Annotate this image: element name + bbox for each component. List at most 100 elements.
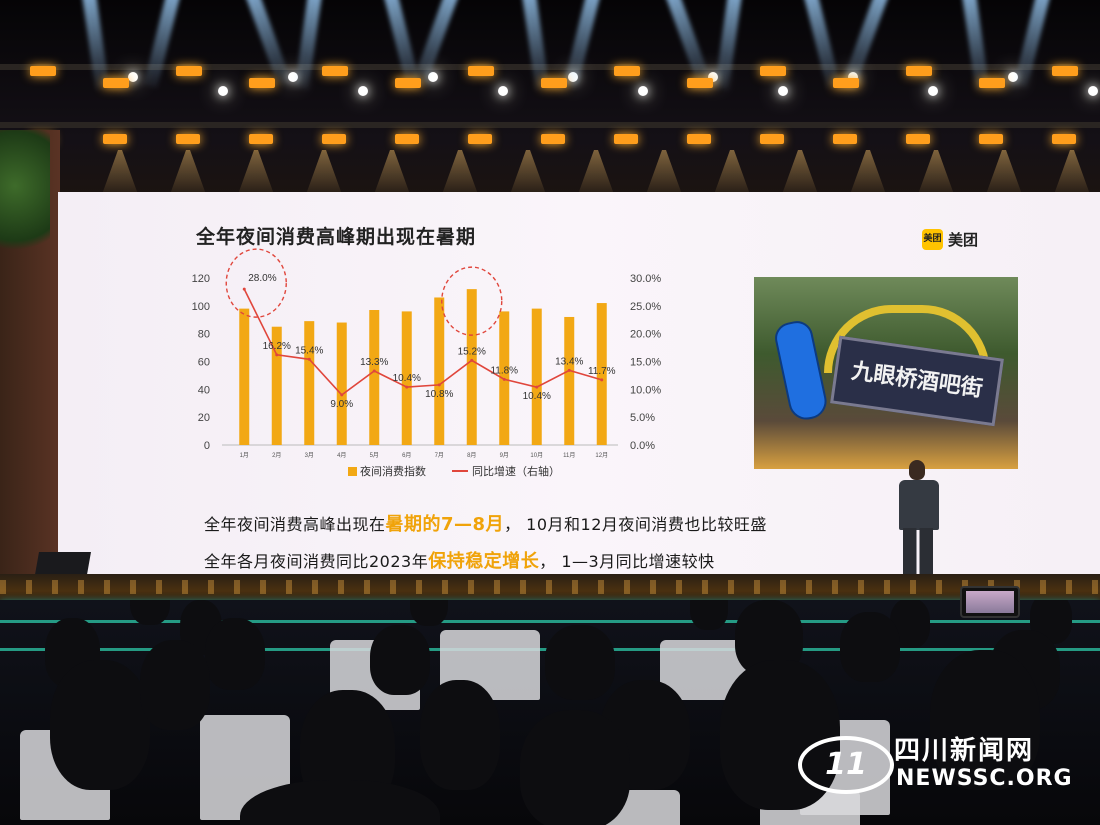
spotlight bbox=[128, 72, 138, 82]
x-tick-label: 11月 bbox=[563, 452, 575, 459]
bar-6月 bbox=[401, 311, 412, 445]
bar-1月 bbox=[239, 308, 250, 445]
caption-line-2: 全年各月夜间消费同比2023年保持稳定增长， 1—3月同比增速较快 bbox=[204, 547, 715, 573]
audience-member bbox=[205, 618, 265, 690]
audience-member bbox=[50, 660, 150, 790]
x-tick-label: 8月 bbox=[467, 452, 476, 459]
bar-2月 bbox=[271, 326, 282, 445]
y-right-tick-label: 10.0% bbox=[630, 384, 661, 396]
yoy-data-label: 11.7% bbox=[588, 366, 616, 377]
y-right-tick-label: 25.0% bbox=[630, 301, 661, 313]
presentation-slide: 全年夜间消费高峰期出现在暑期 美团 美团 0 20 40 60 80 100 120 0.0%… bbox=[58, 192, 1100, 576]
stage-lamp bbox=[30, 66, 56, 76]
yoy-point-2月 bbox=[275, 353, 279, 357]
audience-member bbox=[520, 710, 630, 825]
stage-lamp bbox=[103, 78, 129, 88]
yoy-point-4月 bbox=[340, 393, 344, 397]
spotlight bbox=[288, 72, 298, 82]
yoy-point-6月 bbox=[405, 385, 409, 389]
caption-2-tail: ， 1—3月同比增速较快 bbox=[539, 552, 715, 571]
legend-line-label: 同比增速（右轴） bbox=[472, 464, 560, 478]
stage-lamp bbox=[322, 134, 346, 144]
yoy-data-label: 10.4% bbox=[393, 373, 421, 384]
yoy-point-3月 bbox=[307, 357, 311, 361]
x-tick-label: 10月 bbox=[530, 452, 543, 459]
stage-lamp bbox=[176, 66, 202, 76]
spotlight bbox=[428, 72, 438, 82]
audience-member bbox=[130, 600, 170, 625]
light-beam bbox=[800, 0, 841, 89]
caption-1-text: 全年夜间消费高峰出现在 bbox=[204, 515, 386, 534]
stage-lamp bbox=[1052, 134, 1076, 144]
yoy-data-label: 11.8% bbox=[490, 365, 518, 376]
watermark-en: NEWSSC.ORG bbox=[896, 766, 1073, 791]
spotlight bbox=[358, 86, 368, 96]
lighting-truss bbox=[0, 64, 1100, 70]
stage-lamp bbox=[687, 78, 713, 88]
yoy-point-10月 bbox=[535, 385, 539, 389]
stage-lamp bbox=[906, 134, 930, 144]
caption-1-tail: ， 10月和12月夜间消费也比较旺盛 bbox=[504, 515, 767, 534]
stage-lamp bbox=[468, 66, 494, 76]
x-tick-label: 12月 bbox=[595, 452, 608, 459]
audience-member bbox=[240, 780, 440, 825]
yoy-data-label: 28.0% bbox=[248, 273, 276, 284]
y-right-tick-label: 20.0% bbox=[630, 329, 661, 341]
x-tick-label: 2月 bbox=[272, 452, 281, 459]
meituan-logo-text: 美团 bbox=[948, 231, 979, 249]
stage-lamp bbox=[833, 134, 857, 144]
x-tick-label: 1月 bbox=[240, 452, 249, 459]
light-beam bbox=[660, 0, 712, 86]
yoy-point-5月 bbox=[372, 369, 376, 373]
x-tick-label: 5月 bbox=[370, 452, 379, 459]
stage-lights bbox=[0, 580, 1100, 594]
stage-lamp bbox=[468, 134, 492, 144]
audience-member bbox=[140, 640, 210, 730]
audience-member bbox=[840, 612, 900, 682]
stage-lamp bbox=[906, 66, 932, 76]
x-tick-label: 3月 bbox=[305, 452, 314, 459]
stage-lamp bbox=[176, 134, 200, 144]
y-right-tick-label: 15.0% bbox=[630, 357, 661, 369]
stage-lamp bbox=[979, 78, 1005, 88]
spotlight bbox=[778, 86, 788, 96]
light-beam bbox=[240, 0, 292, 86]
yoy-data-label: 15.2% bbox=[458, 346, 486, 357]
caption-1-highlight: 暑期的7—8月 bbox=[385, 514, 505, 535]
highlight-circle-1月 bbox=[225, 248, 287, 318]
stage-lamp bbox=[833, 78, 859, 88]
y-left-tick-label: 100 bbox=[192, 301, 210, 313]
yoy-point-11月 bbox=[567, 368, 571, 372]
stage-lamp bbox=[541, 78, 567, 88]
stage-lamp bbox=[322, 66, 348, 76]
yoy-point-1月 bbox=[242, 287, 246, 291]
bar-4月 bbox=[336, 322, 347, 445]
caption-2-text: 全年各月夜间消费同比2023年 bbox=[204, 552, 429, 571]
y-right-tick-label: 30.0% bbox=[630, 273, 661, 285]
light-beam bbox=[563, 0, 604, 89]
audience-phone bbox=[960, 586, 1020, 618]
x-tick-label: 6月 bbox=[402, 452, 411, 459]
y-left-tick-label: 40 bbox=[198, 384, 210, 396]
stage-lamp bbox=[249, 134, 273, 144]
audience-member bbox=[370, 625, 430, 695]
bar-8月 bbox=[466, 289, 477, 445]
newssc-logo-icon: 11 bbox=[798, 736, 894, 794]
plant-decoration bbox=[0, 130, 50, 270]
stage-lamp bbox=[614, 66, 640, 76]
spotlight bbox=[1088, 86, 1098, 96]
highlight-circle-8月 bbox=[441, 266, 503, 336]
guitar-sign bbox=[772, 318, 830, 423]
bar-3月 bbox=[304, 321, 315, 445]
y-right-tick-label: 0.0% bbox=[630, 440, 655, 452]
neon-line bbox=[0, 620, 1100, 623]
night-consumption-chart: 0 20 40 60 80 100 120 0.0% 5.0% 10.0% 15.0% 20.0% 25… bbox=[192, 248, 661, 478]
yoy-data-label: 9.0% bbox=[330, 399, 353, 410]
light-beam bbox=[714, 0, 744, 90]
stage-lamp bbox=[760, 66, 786, 76]
light-beam bbox=[520, 0, 550, 90]
x-tick-label: 7月 bbox=[435, 452, 444, 459]
stage-lamp bbox=[541, 134, 565, 144]
y-left-tick-label: 0 bbox=[204, 440, 210, 452]
yoy-data-label: 15.4% bbox=[295, 345, 323, 356]
